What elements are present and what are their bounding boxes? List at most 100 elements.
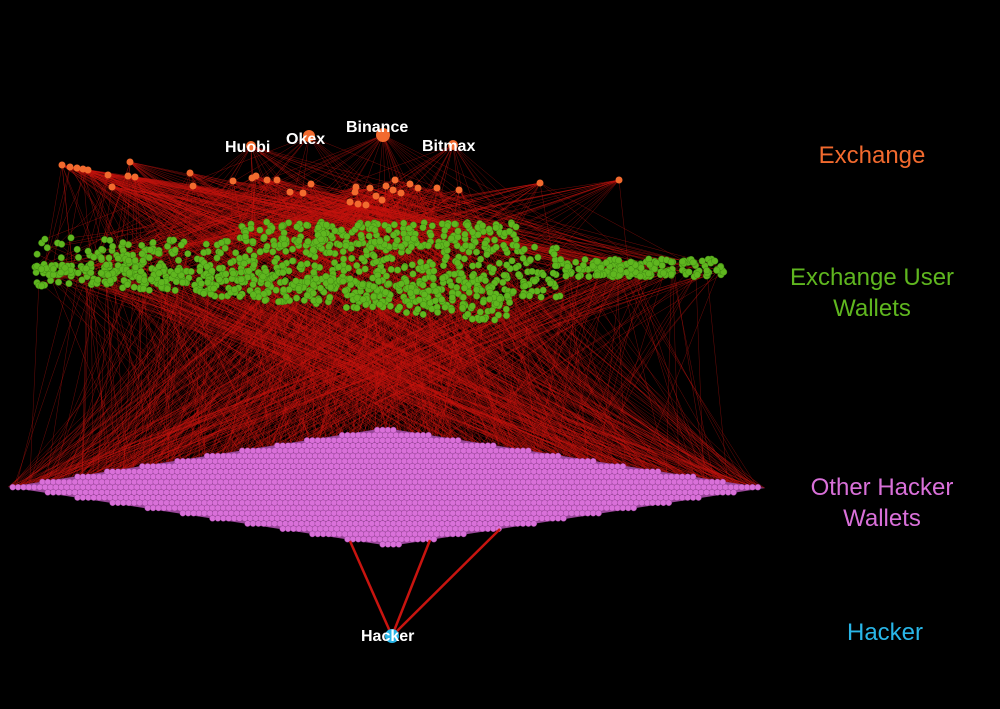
other-hacker-wallet-node bbox=[619, 463, 627, 470]
exchange-user-wallet-node bbox=[146, 246, 154, 254]
exchange-node bbox=[378, 196, 386, 204]
exchange-user-wallet-node bbox=[488, 306, 496, 314]
other-hacker-wallet-node bbox=[325, 530, 332, 538]
exchange-user-wallet-node bbox=[312, 275, 320, 283]
node-label-okex: Okex bbox=[286, 131, 326, 148]
other-hacker-wallet-node bbox=[120, 499, 127, 506]
exchange-user-wallet-node bbox=[149, 239, 157, 247]
exchange-user-wallet-node bbox=[264, 280, 272, 288]
exchange-user-wallet-node bbox=[403, 309, 411, 317]
exchange-user-wallet-node bbox=[439, 274, 447, 282]
exchange-user-wallet-node bbox=[653, 259, 661, 267]
exchange-user-wallet-node bbox=[385, 280, 393, 288]
other-hacker-wallet-node bbox=[595, 510, 602, 517]
exchange-user-wallet-node bbox=[33, 250, 41, 258]
exchange-user-wallet-node bbox=[370, 293, 378, 301]
other-hacker-wallet-node bbox=[514, 520, 521, 527]
exchange-node bbox=[58, 161, 66, 169]
other-hacker-wallet-node bbox=[50, 489, 57, 496]
exchange-user-wallet-node bbox=[311, 262, 319, 270]
exchange-user-wallet-node bbox=[667, 270, 675, 278]
exchange-user-wallet-node bbox=[335, 263, 343, 271]
exchange-user-wallet-node bbox=[256, 248, 264, 256]
exchange-user-wallet-node bbox=[139, 257, 147, 265]
exchange-node bbox=[189, 182, 197, 190]
exchange-user-wallet-node bbox=[486, 289, 494, 297]
exchange-user-wallet-node bbox=[200, 290, 208, 298]
exchange-user-wallet-node bbox=[667, 258, 675, 266]
other-hacker-wallet-node bbox=[538, 515, 546, 522]
exchange-user-wallet-node bbox=[531, 243, 539, 251]
exchange-user-wallet-node bbox=[179, 279, 187, 287]
other-hacker-wallet-node bbox=[74, 494, 81, 501]
exchange-user-wallet-node bbox=[55, 278, 63, 286]
exchange-user-wallet-node bbox=[343, 232, 351, 240]
exchange-user-wallet-node bbox=[348, 254, 356, 262]
exchange-user-wallet-node bbox=[528, 267, 536, 275]
layer-label-hacker: Hacker bbox=[800, 617, 970, 648]
exchange-user-wallet-node bbox=[481, 239, 489, 247]
other-hacker-wallet-node bbox=[544, 515, 551, 522]
exchange-user-wallet-node bbox=[309, 281, 317, 289]
other-hacker-wallet-node bbox=[730, 489, 737, 496]
exchange-user-wallet-node bbox=[457, 270, 465, 278]
exchange-user-wallet-node bbox=[37, 265, 45, 273]
exchange-node bbox=[406, 180, 414, 188]
other-hacker-wallet-node bbox=[603, 504, 610, 512]
exchange-user-wallet-node bbox=[339, 247, 347, 255]
other-hacker-wallet-node bbox=[430, 536, 438, 543]
hacker-layer-label: Hacker bbox=[846, 619, 924, 646]
exchange-user-wallet-node bbox=[581, 256, 589, 264]
exchange-user-wallet-node bbox=[491, 316, 499, 324]
exchange-user-wallet-node bbox=[473, 248, 481, 256]
exchange-user-wallet-node bbox=[303, 260, 311, 268]
other-hacker-wallet-node bbox=[295, 525, 303, 532]
exchange-user-wallet-node bbox=[317, 284, 325, 292]
exchange-user-wallet-node bbox=[249, 281, 257, 289]
exchange-node bbox=[286, 188, 294, 196]
exchange-user-wallet-node bbox=[123, 281, 131, 289]
other-hacker-wallet-node bbox=[155, 504, 162, 512]
exchange-user-wallet-node bbox=[492, 224, 500, 232]
other-hacker-wallet-node bbox=[55, 489, 62, 496]
other-hacker-wallet-node bbox=[449, 530, 456, 538]
exchange-user-wallet-node bbox=[376, 301, 384, 309]
exchange-user-wallet-node bbox=[602, 259, 610, 267]
exchange-user-wallet-node bbox=[512, 264, 520, 272]
exchange-user-wallet-node bbox=[546, 279, 554, 287]
exchange-user-wallet-node bbox=[297, 261, 305, 269]
exchange-user-wallet-node bbox=[636, 272, 644, 280]
exchange-user-wallet-node bbox=[331, 227, 339, 235]
exchange-user-wallet-node bbox=[415, 296, 423, 304]
other-hacker-wallet-node bbox=[749, 484, 756, 491]
exchange-user-wallet-node bbox=[479, 222, 487, 230]
exchange-node bbox=[362, 201, 370, 209]
exchange-user-wallet-node bbox=[65, 280, 73, 288]
exchange-user-wallet-node bbox=[659, 269, 667, 277]
exchange-user-wallet-node bbox=[359, 295, 367, 303]
exchange-user-wallet-node bbox=[97, 254, 105, 262]
other-hacker-wallet-node bbox=[330, 530, 338, 538]
exchange-user-wallet-node bbox=[240, 260, 248, 268]
exchange-user-wallet-node bbox=[342, 242, 350, 250]
exchange-user-wallet-node bbox=[531, 277, 539, 285]
other-hacker-wallet-node bbox=[625, 504, 632, 512]
exchange-user-wallet-node bbox=[476, 308, 484, 316]
other-hacker-wallet-node bbox=[149, 504, 157, 512]
exchange-user-wallet-node bbox=[145, 286, 153, 294]
other-hacker-wallet-node bbox=[284, 525, 292, 532]
exchange-user-wallet-node bbox=[174, 256, 182, 264]
exchange-user-wallet-node bbox=[703, 267, 711, 275]
exchange-user-wallet-node bbox=[387, 265, 395, 273]
exchange-user-wallet-node bbox=[232, 249, 240, 257]
exchange-user-wallet-node bbox=[293, 223, 301, 231]
exchange-user-wallet-node bbox=[140, 276, 148, 284]
other-hacker-wallet-node bbox=[190, 510, 197, 517]
exchange-user-wallet-node bbox=[97, 269, 105, 277]
exchange-user-wallet-node bbox=[645, 270, 653, 278]
exchange-user-wallet-node bbox=[317, 235, 325, 243]
exchange-user-wallet-node bbox=[223, 237, 231, 245]
exchange-user-wallet-node bbox=[327, 277, 335, 285]
other-hacker-wallet-node bbox=[144, 504, 151, 512]
exchange-user-wallet-node bbox=[202, 240, 210, 248]
